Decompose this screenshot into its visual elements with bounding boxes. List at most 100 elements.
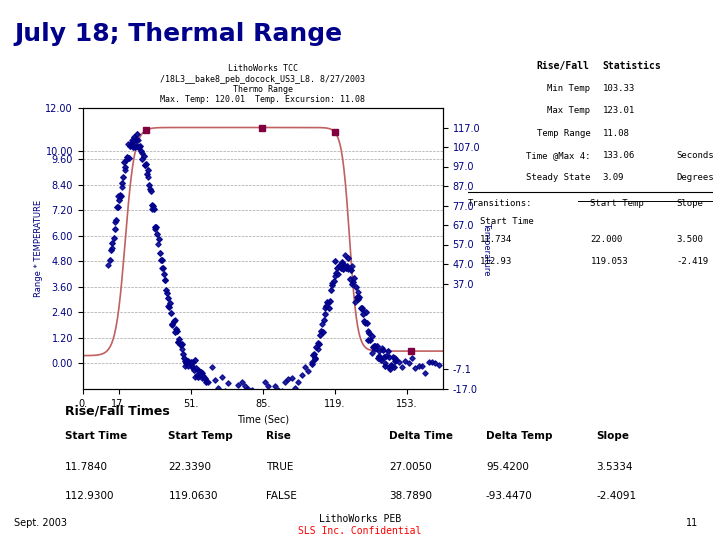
Point [166, 321, 177, 329]
Point [306, 360, 318, 368]
Point [374, 354, 386, 362]
Point [141, 170, 153, 178]
Text: Slope: Slope [596, 431, 629, 441]
Text: Steady State: Steady State [526, 173, 590, 183]
Point [119, 158, 130, 166]
Point [362, 335, 374, 344]
Point [233, 381, 244, 389]
Point [146, 201, 158, 210]
Point [378, 353, 390, 362]
Point [390, 355, 402, 364]
Point [350, 283, 361, 292]
Point [410, 364, 421, 373]
Text: Rise/Fall: Rise/Fall [536, 61, 590, 71]
Point [339, 262, 351, 271]
Point [194, 370, 206, 379]
Point [302, 367, 314, 375]
Point [139, 161, 150, 170]
Text: 119.053: 119.053 [590, 257, 628, 266]
Text: Rise/Fall Times: Rise/Fall Times [65, 404, 169, 417]
Point [181, 358, 192, 367]
Point [192, 366, 204, 375]
Point [135, 147, 147, 156]
Point [123, 154, 135, 163]
Point [316, 320, 328, 328]
Point [369, 345, 381, 354]
Point [222, 378, 234, 387]
Point [128, 132, 140, 141]
Point [307, 350, 318, 359]
Point [312, 345, 324, 354]
Point [323, 303, 335, 312]
Point [192, 370, 203, 379]
Text: 3.500: 3.500 [676, 234, 703, 244]
Point [150, 222, 162, 231]
Point [159, 275, 171, 284]
Text: 133.06: 133.06 [603, 151, 635, 160]
Point [117, 172, 129, 181]
Point [106, 246, 117, 254]
Point [239, 382, 251, 390]
Point [136, 148, 148, 157]
Text: Start Time: Start Time [65, 431, 127, 441]
Point [366, 332, 377, 341]
Text: Slope: Slope [676, 199, 703, 208]
Point [126, 136, 138, 145]
Point [433, 361, 444, 369]
Point [173, 334, 184, 343]
Point [109, 224, 120, 233]
Point [306, 358, 318, 367]
Point [319, 309, 330, 318]
Point [292, 378, 304, 387]
Point [183, 362, 194, 370]
Point [174, 340, 186, 348]
Point [179, 356, 191, 365]
Point [187, 358, 199, 367]
Point [190, 364, 202, 373]
Point [373, 352, 384, 360]
Point [357, 309, 369, 318]
Point [356, 305, 368, 313]
Point [326, 279, 338, 288]
Point [132, 136, 144, 144]
Point [246, 386, 258, 395]
Text: Start Temp: Start Temp [590, 199, 644, 208]
Point [340, 264, 351, 272]
Text: LithoWorks PEB: LithoWorks PEB [319, 514, 401, 524]
Text: Rise: Rise [266, 431, 291, 441]
Point [199, 375, 210, 383]
Point [116, 183, 127, 191]
Text: 22.000: 22.000 [590, 234, 623, 244]
Point [356, 304, 368, 313]
Point [168, 327, 180, 336]
Point [112, 202, 124, 211]
Point [129, 140, 140, 149]
Text: 112.93: 112.93 [480, 257, 513, 266]
Point [173, 338, 184, 347]
Point [379, 362, 391, 370]
Point [126, 138, 138, 146]
Point [148, 205, 160, 213]
Point [104, 256, 116, 265]
Point [313, 340, 325, 349]
Point [289, 383, 301, 392]
Point [117, 178, 128, 187]
Point [324, 297, 336, 306]
Point [388, 362, 400, 371]
Point [153, 234, 164, 243]
Point [336, 258, 348, 266]
Point [186, 362, 197, 371]
Point [310, 355, 321, 363]
Point [210, 376, 221, 384]
Point [199, 374, 211, 382]
Point [346, 280, 358, 288]
Point [334, 261, 346, 269]
Point [336, 259, 348, 268]
Point [145, 186, 157, 195]
Point [396, 363, 408, 372]
Point [383, 363, 395, 372]
Point [132, 143, 144, 151]
Point [111, 203, 122, 212]
Y-axis label: Temperature: Temperature [482, 221, 491, 275]
Point [179, 362, 191, 370]
